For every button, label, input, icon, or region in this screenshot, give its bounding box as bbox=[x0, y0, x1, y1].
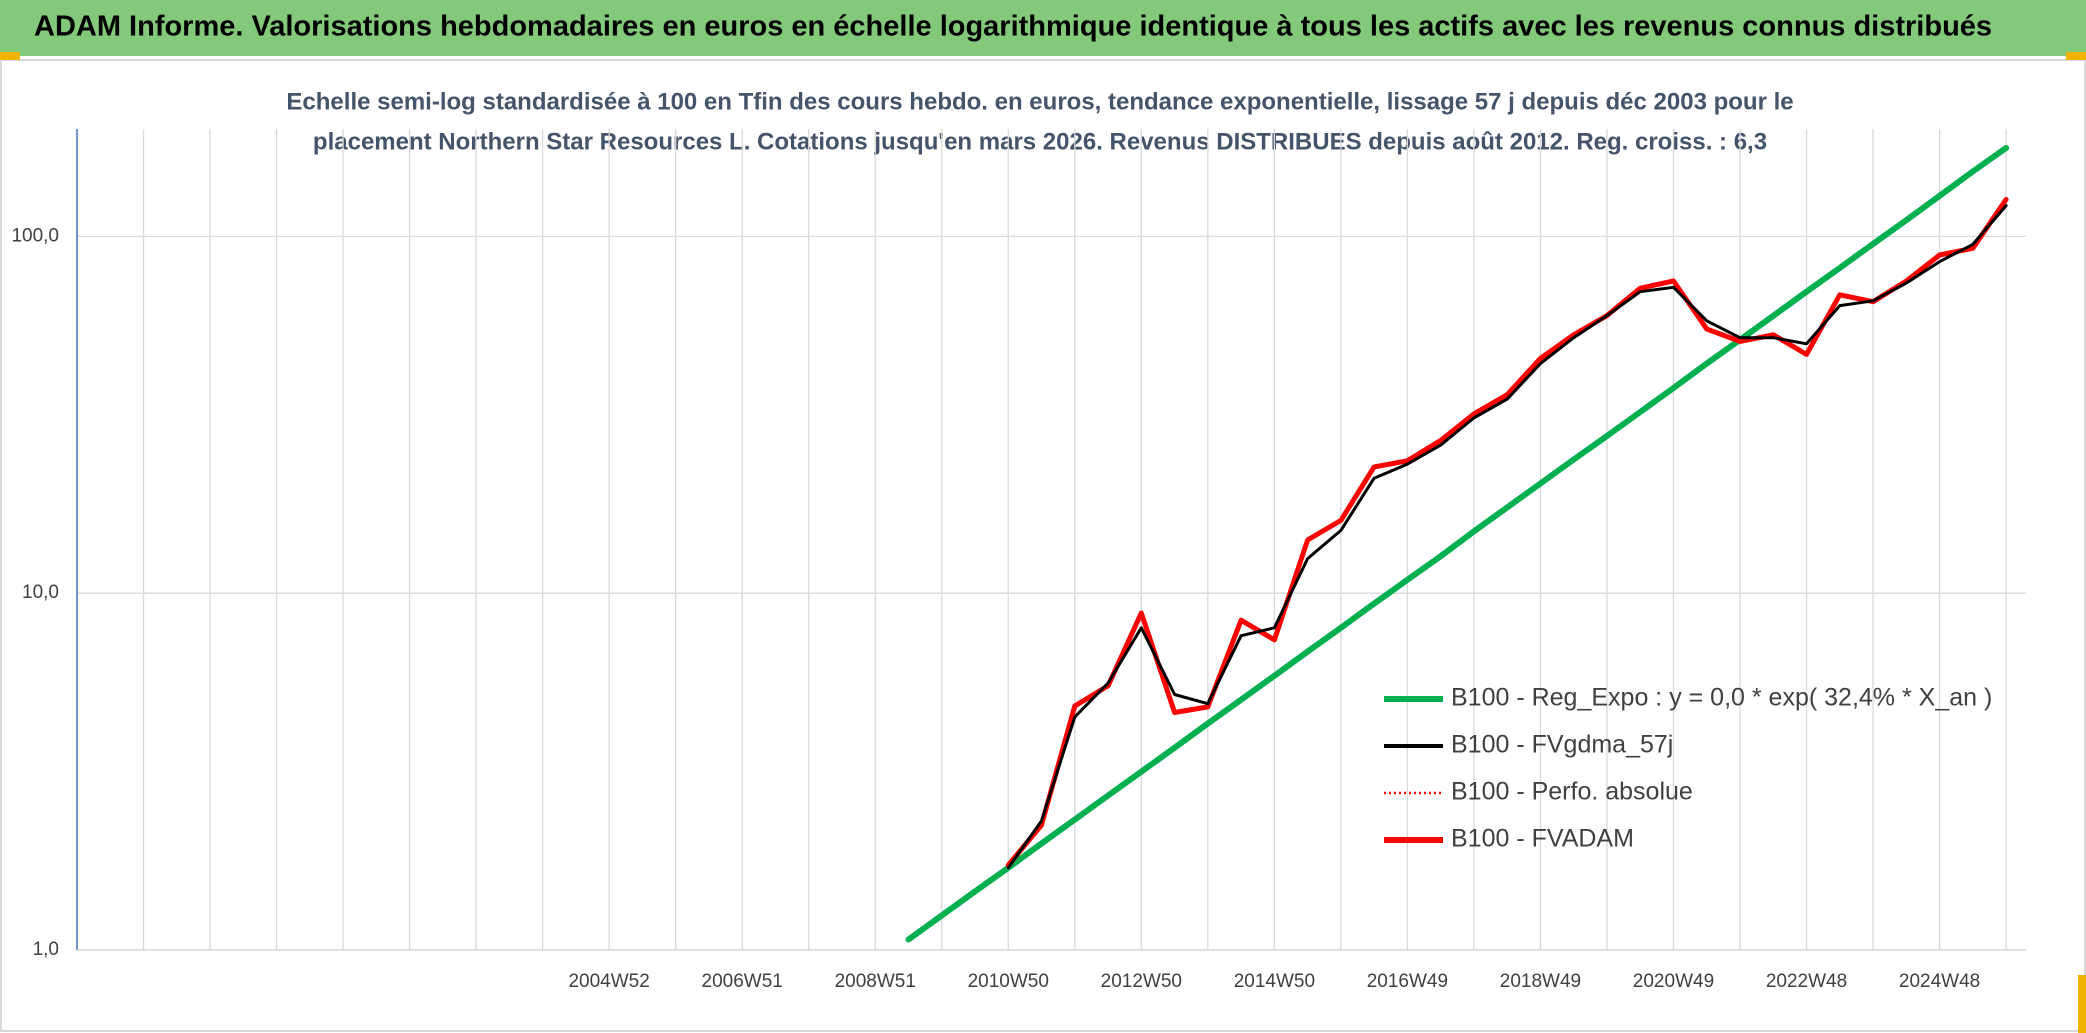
x-tick-label: 2004W52 bbox=[568, 971, 649, 992]
corner-mark bbox=[2066, 52, 2086, 60]
frame bbox=[0, 59, 2086, 1032]
y-tick-label: 100,0 bbox=[11, 225, 59, 246]
x-tick-label: 2016W49 bbox=[1367, 971, 1448, 992]
x-tick-label: 2010W50 bbox=[968, 971, 1049, 992]
x-tick-label: 2020W49 bbox=[1633, 971, 1714, 992]
plot-area: 1,0 10,0 100,0 2004W52 2006W51 2008W51 2010W50… bbox=[11, 129, 2026, 992]
legend-label: B100 - FVgdma_57j bbox=[1451, 731, 1673, 759]
x-tick-label: 2012W50 bbox=[1101, 971, 1182, 992]
x-tick-label: 2018W49 bbox=[1500, 971, 1581, 992]
chart-subtitle: placement Northern Star Resources L. Cot… bbox=[313, 128, 1767, 155]
corner-mark bbox=[2078, 975, 2086, 1033]
legend: B100 - Reg_Expo : y = 0,0 * exp( 32,4% *… bbox=[1384, 684, 1992, 853]
x-tick-label: 2008W51 bbox=[835, 971, 916, 992]
x-tick-label: 2022W48 bbox=[1766, 971, 1847, 992]
series-line bbox=[1006, 204, 2008, 870]
chart-subtitle: Echelle semi-log standardisée à 100 en T… bbox=[286, 88, 1793, 115]
title-bar bbox=[0, 0, 2086, 56]
x-tick-label: 2014W50 bbox=[1234, 971, 1315, 992]
y-tick-label: 1,0 bbox=[33, 939, 59, 960]
corner-mark bbox=[0, 52, 20, 60]
legend-label: B100 - Perfo. absolue bbox=[1451, 778, 1693, 806]
x-tick-label: 2024W48 bbox=[1899, 971, 1980, 992]
chart-title: ADAM Informe. Valorisations hebdomadaire… bbox=[34, 11, 1992, 43]
series-line bbox=[905, 144, 2010, 943]
series-line bbox=[1007, 198, 2008, 867]
y-tick-label: 10,0 bbox=[22, 582, 59, 603]
legend-label: B100 - FVADAM bbox=[1451, 825, 1634, 853]
x-tick-label: 2006W51 bbox=[702, 971, 783, 992]
legend-label: B100 - Reg_Expo : y = 0,0 * exp( 32,4% *… bbox=[1451, 684, 1992, 712]
